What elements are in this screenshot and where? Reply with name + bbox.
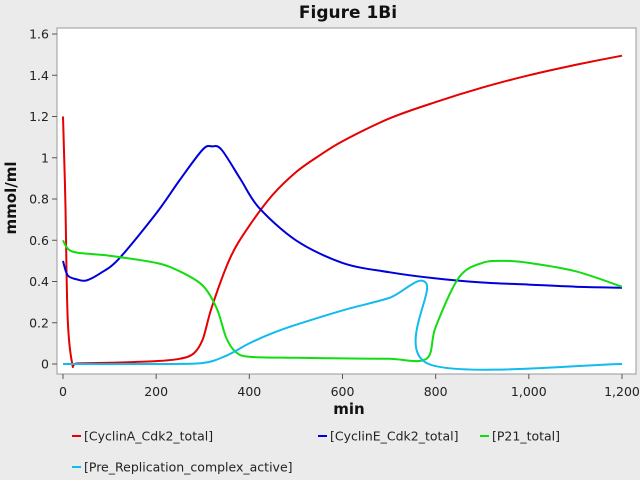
series-line-0 (62, 54, 623, 369)
chart-title: Figure 1Bi (299, 3, 397, 23)
series-line-3 (62, 279, 623, 371)
y-tick-label: 1.4 (29, 68, 49, 83)
legend-label: [P21_total] (492, 429, 560, 444)
x-axis-title: min (333, 400, 364, 418)
x-tick-label: 600 (331, 384, 355, 399)
legend: [CyclinA_Cdk2_total] [CyclinE_Cdk2_total]… (72, 429, 560, 475)
y-tick-label: 1 (41, 150, 49, 165)
legend-label: [Pre_Replication_complex_active] (84, 460, 293, 475)
y-tick-label: 0.8 (29, 192, 49, 207)
y-tick-label: 0.6 (29, 233, 49, 248)
legend-label: [CyclinA_Cdk2_total] (84, 429, 213, 444)
x-tick-label: 0 (59, 384, 67, 399)
y-tick-label: 0 (41, 357, 49, 372)
x-tick-label: 800 (424, 384, 448, 399)
y-tick-label: 0.2 (29, 315, 49, 330)
x-tick-label: 1,200 (604, 384, 640, 399)
y-tick-label: 0.4 (29, 274, 49, 289)
axes: 0 200 400 600 800 1,000 1,200 0 0.2 0.4 0.6 0.8 1 1.2… (29, 27, 640, 400)
series-line-2 (62, 239, 623, 363)
series-line-1 (62, 144, 623, 289)
x-tick-label: 200 (144, 384, 168, 399)
y-tick-label: 1.2 (29, 109, 49, 124)
series-lines (62, 54, 623, 371)
y-axis-title: mmol/ml (2, 162, 20, 235)
x-tick-label: 1,000 (511, 384, 547, 399)
x-tick-label: 400 (237, 384, 261, 399)
y-tick-label: 1.6 (29, 27, 49, 42)
legend-label: [CyclinE_Cdk2_total] (330, 429, 458, 444)
plot-area (56, 27, 637, 375)
